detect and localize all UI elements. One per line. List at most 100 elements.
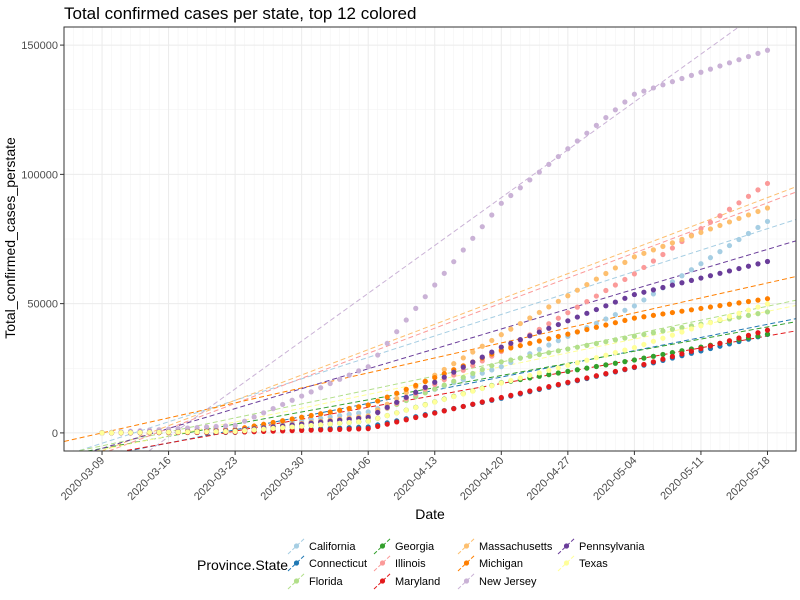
point-michigan bbox=[736, 300, 742, 306]
point-new-jersey bbox=[375, 352, 381, 358]
point-michigan bbox=[755, 297, 761, 303]
point-massachusetts bbox=[717, 222, 723, 229]
point-massachusetts bbox=[536, 309, 542, 316]
chart-title: Total confirmed cases per state, top 12 … bbox=[64, 4, 416, 23]
point-florida bbox=[451, 378, 457, 384]
point-pennsylvania bbox=[707, 273, 714, 279]
legend-key-line-massachusetts bbox=[457, 537, 476, 555]
point-texas bbox=[213, 428, 219, 435]
point-michigan bbox=[527, 340, 533, 346]
point-massachusetts bbox=[479, 343, 485, 349]
point-texas bbox=[318, 422, 324, 428]
point-texas bbox=[413, 404, 419, 411]
point-texas bbox=[546, 367, 552, 373]
point-texas bbox=[184, 429, 191, 435]
panel-border bbox=[63, 26, 797, 452]
point-maryland bbox=[574, 377, 580, 383]
point-texas bbox=[432, 399, 438, 405]
point-massachusetts bbox=[631, 254, 637, 260]
point-georgia bbox=[764, 331, 771, 337]
point-michigan bbox=[337, 407, 343, 413]
point-california bbox=[641, 297, 647, 303]
point-new-jersey bbox=[413, 305, 419, 311]
point-new-jersey bbox=[242, 418, 248, 424]
point-michigan bbox=[679, 308, 685, 314]
point-michigan bbox=[745, 298, 752, 305]
point-maryland bbox=[555, 381, 561, 388]
point-maryland bbox=[527, 388, 533, 394]
point-new-jersey bbox=[318, 385, 324, 391]
point-pennsylvania bbox=[612, 299, 618, 305]
point-florida bbox=[631, 333, 637, 339]
point-texas bbox=[99, 430, 105, 436]
point-new-jersey bbox=[346, 372, 352, 378]
point-pennsylvania bbox=[669, 282, 676, 288]
point-pennsylvania bbox=[546, 325, 552, 331]
point-michigan bbox=[622, 317, 628, 324]
point-maryland bbox=[289, 428, 295, 434]
point-texas bbox=[242, 428, 248, 434]
point-florida bbox=[603, 339, 609, 345]
point-illinois bbox=[755, 187, 761, 193]
point-new-jersey bbox=[631, 91, 637, 97]
point-georgia bbox=[584, 365, 590, 371]
x-tick-label: 2020-03-09 bbox=[59, 455, 107, 503]
point-massachusetts bbox=[593, 276, 599, 282]
point-pennsylvania bbox=[593, 306, 599, 313]
point-maryland bbox=[470, 401, 476, 407]
point-michigan bbox=[641, 314, 647, 320]
point-new-jersey bbox=[660, 82, 666, 88]
point-maryland bbox=[403, 417, 409, 423]
legend-label-texas: Texas bbox=[579, 558, 608, 570]
point-new-jersey bbox=[755, 50, 761, 57]
point-florida bbox=[422, 390, 428, 396]
point-illinois bbox=[717, 213, 723, 219]
point-texas bbox=[508, 377, 514, 384]
point-texas bbox=[660, 335, 666, 341]
legend-label-california: California bbox=[309, 541, 356, 553]
point-pennsylvania bbox=[470, 359, 476, 365]
point-texas bbox=[356, 419, 362, 425]
point-massachusetts bbox=[441, 366, 447, 373]
point-texas bbox=[118, 430, 124, 436]
legend-key-point-massachusetts bbox=[463, 543, 470, 549]
point-california bbox=[755, 224, 761, 231]
point-michigan bbox=[327, 409, 333, 415]
y-tick-label: 50000 bbox=[27, 299, 58, 311]
point-maryland bbox=[460, 403, 466, 410]
point-new-jersey bbox=[356, 368, 362, 374]
point-new-jersey bbox=[479, 224, 485, 230]
point-florida bbox=[470, 370, 476, 377]
point-florida bbox=[508, 357, 514, 363]
point-florida bbox=[641, 331, 647, 338]
point-texas bbox=[137, 429, 143, 436]
point-massachusetts bbox=[394, 395, 400, 402]
point-texas bbox=[346, 419, 352, 426]
point-illinois bbox=[641, 264, 647, 271]
point-georgia bbox=[650, 353, 657, 359]
point-texas bbox=[289, 424, 295, 430]
point-massachusetts bbox=[650, 247, 657, 253]
x-tick-label: 2020-03-23 bbox=[192, 455, 240, 503]
trend-line-massachusetts bbox=[100, 186, 796, 451]
plot-area: 2020-03-09 2020-03-16 2020-03-23 2020-03-30… bbox=[21, 26, 797, 503]
point-michigan bbox=[546, 336, 552, 342]
point-maryland bbox=[679, 351, 685, 357]
point-pennsylvania bbox=[536, 329, 542, 335]
point-massachusetts bbox=[612, 265, 618, 271]
point-new-jersey bbox=[365, 364, 371, 370]
point-california bbox=[612, 312, 618, 318]
point-pennsylvania bbox=[565, 318, 571, 324]
legend-label-connecticut: Connecticut bbox=[309, 558, 367, 570]
point-pennsylvania bbox=[517, 336, 523, 343]
legend-key-point-michigan bbox=[463, 560, 470, 566]
y-axis-title: Total_confirmed_cases_perstate bbox=[2, 137, 18, 339]
point-texas bbox=[108, 430, 115, 436]
point-georgia bbox=[660, 351, 666, 358]
point-michigan bbox=[631, 315, 637, 321]
point-california bbox=[764, 218, 771, 225]
point-new-jersey bbox=[641, 88, 647, 94]
point-massachusetts bbox=[517, 320, 523, 327]
x-tick-label: 2020-03-30 bbox=[259, 455, 307, 503]
x-tick-label: 2020-05-11 bbox=[658, 455, 706, 503]
